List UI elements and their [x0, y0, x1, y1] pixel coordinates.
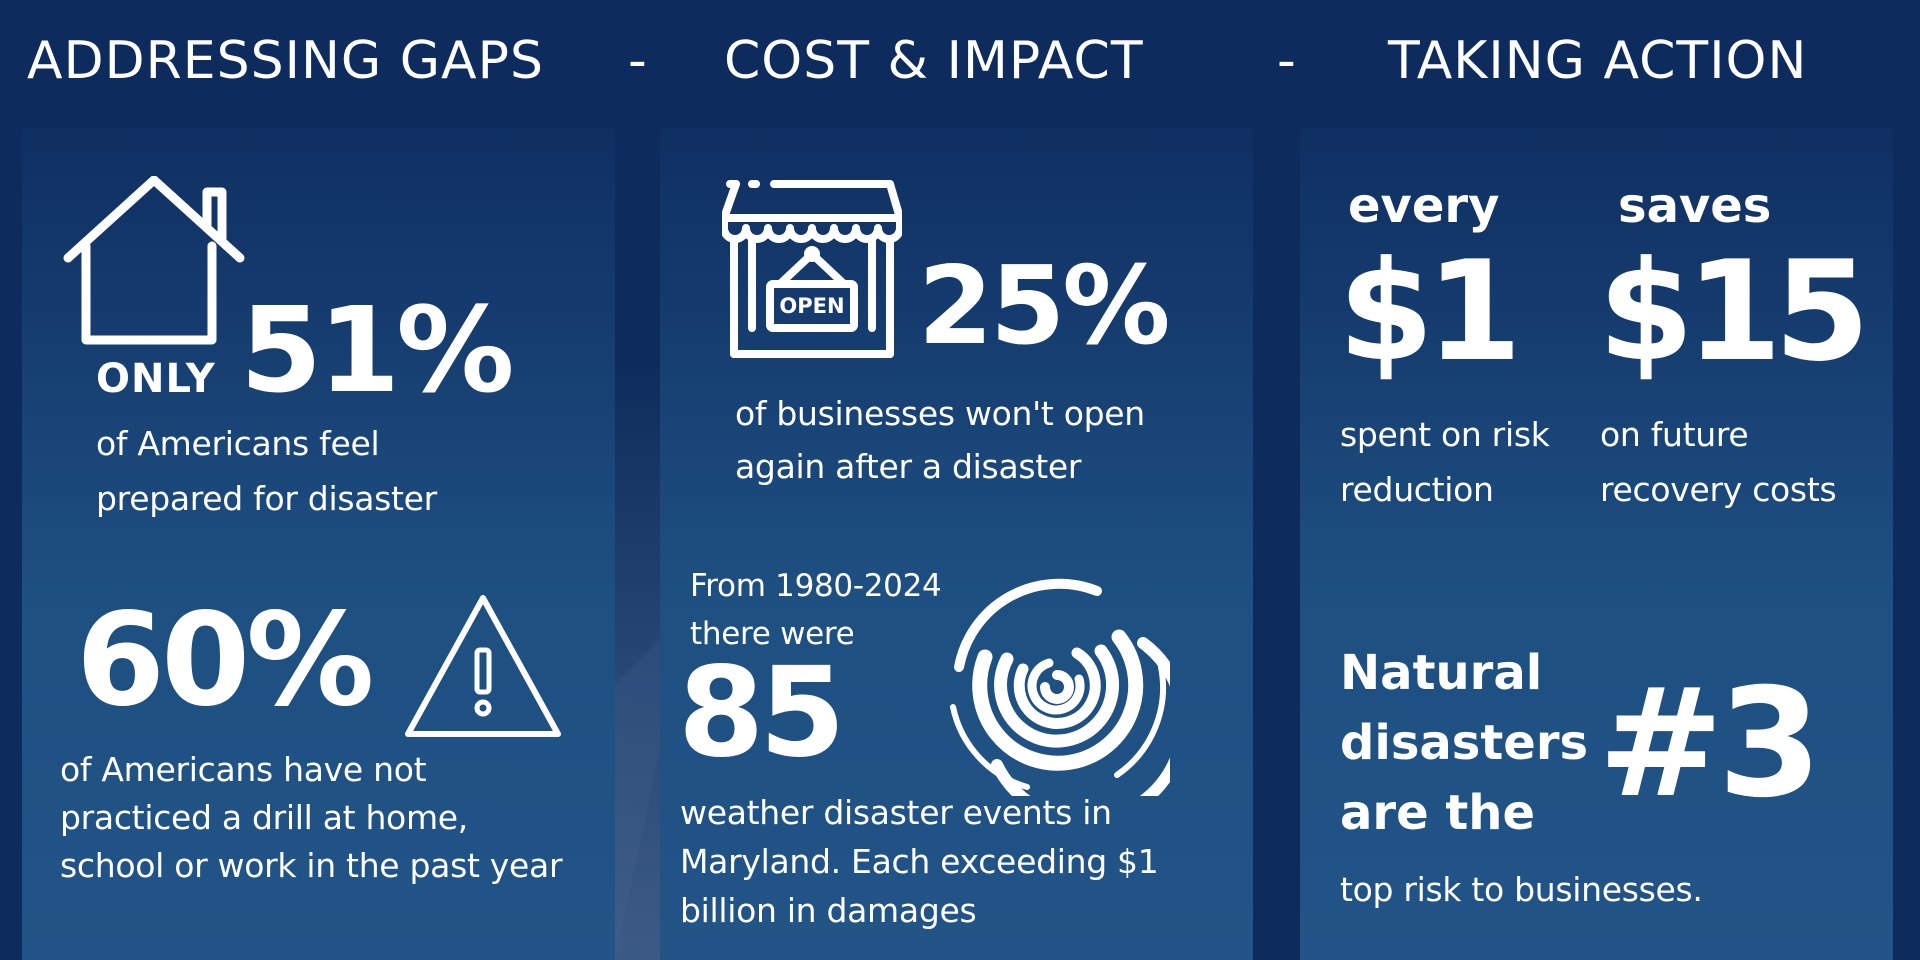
description-line: Maryland. Each exceeding $1 — [680, 842, 1159, 881]
house-icon — [62, 176, 248, 346]
description-line: practiced a drill at home, — [60, 798, 468, 837]
description-line: spent on risk — [1340, 415, 1550, 454]
description-line: of Americans feel — [96, 424, 380, 463]
stat-description-15-dollar: on future recovery costs — [1600, 407, 1837, 517]
label-every: every — [1348, 178, 1500, 234]
stat-intro-85: From 1980-2024 there were — [690, 562, 942, 658]
description-line: prepared for disaster — [96, 479, 437, 518]
stat-value-85: 85 — [678, 641, 846, 785]
label-saves: saves — [1618, 178, 1772, 234]
description-line: school or work in the past year — [60, 846, 563, 885]
section-header: ADDRESSING GAPS - COST & IMPACT - TAKING… — [0, 26, 1920, 96]
open-sign-text: OPEN — [779, 294, 845, 318]
description-line: again after a disaster — [735, 447, 1082, 486]
stat-description-85: weather disaster events in Maryland. Eac… — [680, 788, 1159, 935]
lead-line: are the — [1340, 785, 1535, 841]
stat-value-25: 25% — [918, 244, 1171, 369]
description-line: recovery costs — [1600, 470, 1837, 509]
stat-description-25: of businesses won't open again after a d… — [735, 387, 1145, 493]
header-taking-action: TAKING ACTION — [1388, 31, 1808, 91]
stat-description-60: of Americans have not practiced a drill … — [60, 746, 563, 890]
lead-line: Natural — [1340, 645, 1543, 701]
stat-value-51: 51% — [240, 281, 514, 419]
description-line: weather disaster events in — [680, 793, 1112, 832]
panel-taking-action — [1300, 128, 1893, 960]
warning-icon — [402, 592, 564, 740]
panel-addressing-gaps — [22, 128, 615, 960]
stat-value-15-dollar: $15 — [1598, 231, 1870, 392]
header-separator: - — [628, 31, 648, 91]
intro-line: From 1980-2024 — [690, 568, 942, 604]
stat-value-1-dollar: $1 — [1338, 231, 1522, 392]
intro-line: there were — [690, 616, 855, 652]
description-line: reduction — [1340, 470, 1494, 509]
decorative-divider-strip — [615, 360, 660, 960]
description-line: of businesses won't open — [735, 394, 1145, 433]
header-addressing-gaps: ADDRESSING GAPS — [27, 31, 544, 91]
description-line: on future — [1600, 415, 1749, 454]
lead-line: disasters — [1340, 715, 1589, 771]
header-cost-impact: COST & IMPACT — [724, 31, 1144, 91]
stat-value-rank-3: #3 — [1598, 657, 1822, 831]
panel-cost-impact — [660, 128, 1253, 960]
stat-prefix-only: ONLY — [96, 356, 216, 402]
description-line: billion in damages — [680, 891, 977, 930]
header-separator: - — [1277, 31, 1297, 91]
description-line: top risk to businesses. — [1340, 870, 1703, 909]
stat-description-51: of Americans feel prepared for disaster — [96, 420, 437, 523]
stat-value-60: 60% — [76, 586, 374, 735]
hurricane-icon — [944, 578, 1170, 796]
stat-description-1-dollar: spent on risk reduction — [1340, 407, 1550, 517]
description-line: of Americans have not — [60, 750, 427, 789]
stat-lead-3: Natural disasters are the — [1340, 638, 1588, 848]
storefront-icon: OPEN — [722, 178, 902, 360]
stat-description-rank-3: top risk to businesses. — [1340, 866, 1703, 914]
